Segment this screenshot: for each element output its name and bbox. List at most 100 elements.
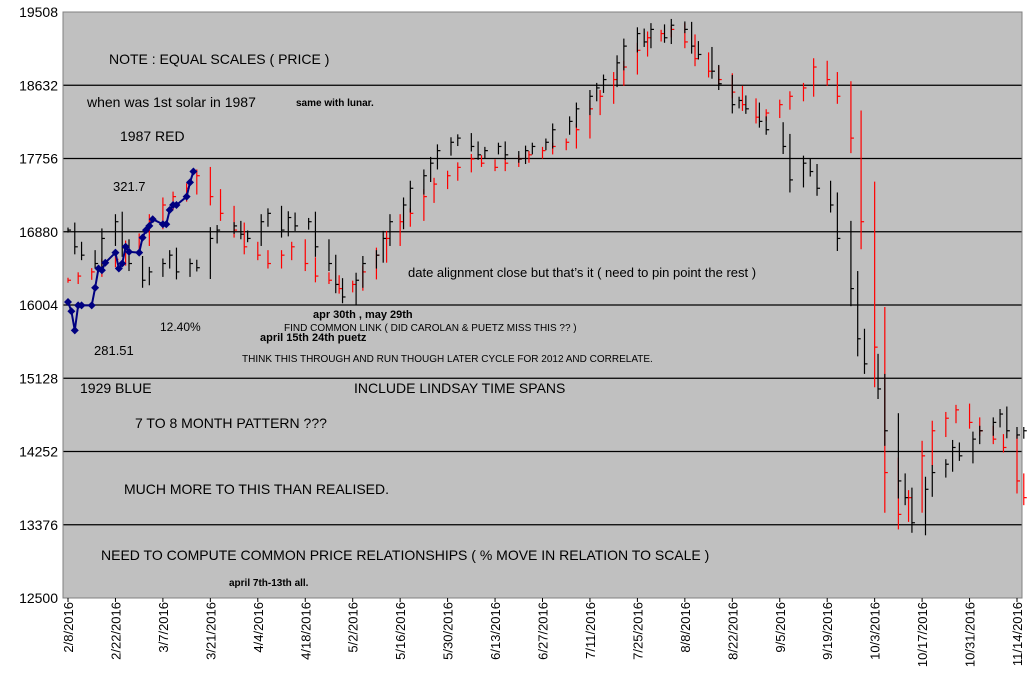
price-bar [565,138,570,151]
price-bar [979,425,983,445]
price-bar [813,58,817,97]
x-tick-label: 10/3/2016 [868,602,883,660]
price-bar [663,24,668,43]
blue-series-marker [77,301,86,310]
price-bar [955,404,959,424]
price-bar [924,476,929,536]
price-bar [850,81,854,154]
x-tick-label: 6/27/2016 [536,602,551,660]
gridlines [62,11,1023,599]
x-tick-label: 7/25/2016 [630,602,645,660]
price-bar [80,241,85,261]
price-bar [707,52,712,78]
price-bar [836,192,841,251]
blue-series-marker [186,178,195,187]
price-bar [968,403,973,429]
blue-series-line [67,171,195,331]
price-bar [243,222,248,255]
price-bar [518,151,522,163]
price-bar [162,258,166,277]
price-bar [877,353,882,399]
price-bar [999,409,1004,428]
price-bar [802,155,807,188]
annotation-much-more: MUCH MORE TO THIS THAN REALISED. [124,481,389,497]
price-bar [779,99,783,119]
price-bar [94,250,99,269]
annotation-april-15-24: april 15th 24th puetz [260,332,367,344]
price-bar [341,278,346,304]
annotation-find-common-link: FIND COMMON LINK ( DID CAROLAN & PUETZ M… [284,323,577,334]
price-bar [789,133,793,193]
x-tick-label: 6/13/2016 [488,602,503,660]
price-bar [826,60,831,86]
x-tick-label: 8/8/2016 [678,602,693,653]
blue-series-marker [87,301,96,310]
price-bar [829,180,834,213]
x-tick-label: 11/14/2016 [1010,602,1025,666]
x-tick-label: 8/22/2016 [725,602,740,660]
price-bar [745,95,749,114]
price-bar [219,189,224,221]
price-bar [541,146,546,159]
x-tick-label: 2/22/2016 [108,602,123,660]
price-bar [758,102,763,128]
price-bar [240,220,244,240]
price-bar [643,28,648,47]
price-bar [447,170,451,190]
price-bar [646,31,651,57]
price-bar [423,169,427,195]
price-bar [280,205,285,238]
price-bar [260,214,265,246]
price-bar [169,250,173,269]
price-bar [972,431,976,464]
blue-series-marker [114,264,123,273]
price-bar [907,490,912,522]
price-bar [101,228,105,274]
price-bar [216,225,221,244]
price-bar [850,220,854,307]
price-bar [589,90,593,116]
price-bar [992,417,997,436]
price-bar [545,138,549,151]
y-tick-label: 16880 [19,224,58,240]
price-bar [694,34,699,67]
annotation-first-solar: when was 1st solar in 1987 [86,94,256,110]
price-bar [328,239,332,272]
blue-series-marker [64,297,72,306]
price-bar [684,21,688,34]
x-tick-label: 5/2/2016 [346,602,361,653]
y-axis-tick-labels: 12500 13376 14252 15128 16004 16880 17756 18632… [19,4,58,606]
price-bar [569,116,573,135]
price-bar [599,90,604,116]
blue-series-marker [91,283,100,292]
price-bar [945,459,949,478]
price-bar [291,241,295,261]
price-bar [267,250,271,269]
price-bar [711,46,715,79]
annotation-7-to-8-month: 7 TO 8 MONTH PATTERN ??? [135,415,327,431]
blue-series-marker [97,266,106,275]
annotation-think-through: THINK THIS THROUGH AND RUN THOUGH LATER … [242,354,653,365]
y-tick-label: 14252 [19,444,58,460]
price-bar [314,257,319,283]
blue-series-marker [101,258,110,267]
blue-series-marker [121,242,130,251]
annotation-281-51: 281.51 [94,343,134,358]
price-bar [257,241,261,261]
price-bar [1023,473,1027,506]
price-bar [528,151,532,163]
x-axis-tick-labels: 2/8/2016 2/22/2016 3/7/2016 3/21/2016 4/4/20… [61,598,1025,667]
x-tick-label: 9/5/2016 [773,602,788,653]
price-bar [209,166,214,206]
price-bar [328,272,332,285]
price-bar [355,272,360,305]
blue-series-marker [172,200,181,209]
blue-series-marker [70,326,79,335]
price-bar [782,122,787,154]
price-bar [660,29,665,42]
x-tick-label: 3/21/2016 [203,602,218,660]
price-bar [857,271,861,357]
price-bar [484,146,488,159]
price-bar [196,169,200,195]
